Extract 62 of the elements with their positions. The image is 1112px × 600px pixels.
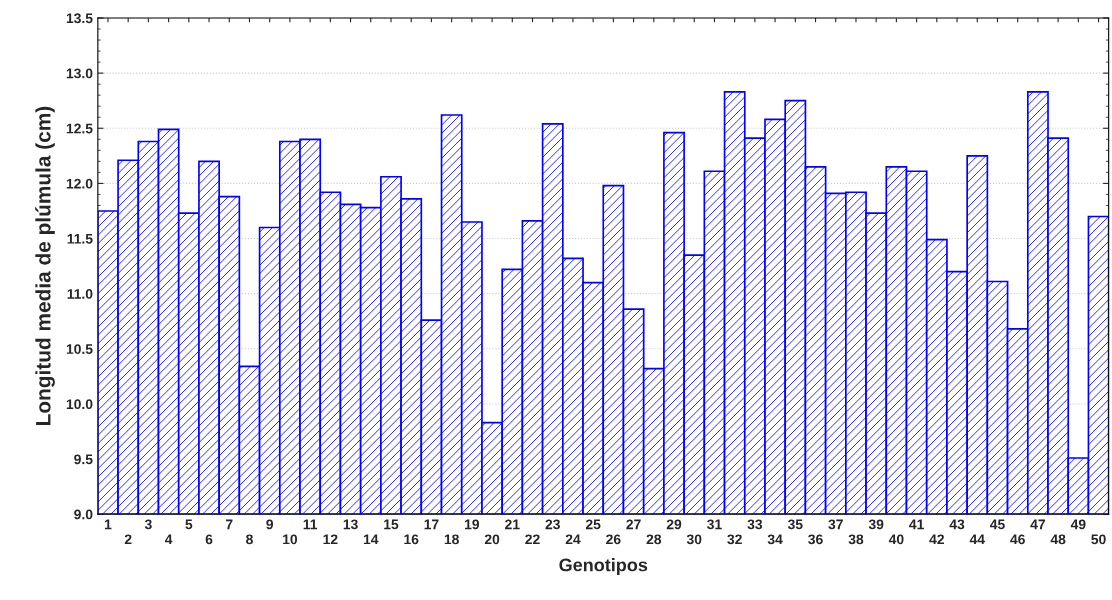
x-tick-label: 32	[727, 534, 742, 545]
y-tick-label: 9.0	[74, 509, 93, 520]
x-tick-label: 46	[1010, 534, 1025, 545]
x-tick-label: 23	[545, 519, 560, 530]
x-tick-label: 17	[424, 519, 439, 530]
x-tick-label: 20	[484, 534, 500, 545]
x-tick-label: 22	[525, 534, 540, 545]
y-tick-label: 9.5	[74, 454, 93, 465]
x-tick-label: 10	[283, 534, 298, 545]
y-tick-label: 10.5	[66, 344, 93, 354]
y-axis-title: Longitud media de plúmula (cm)	[35, 106, 55, 425]
y-tick-label: 13.0	[66, 68, 93, 79]
x-tick-label: 3	[144, 519, 152, 530]
x-tick-label: 11	[303, 519, 318, 530]
x-tick-label: 5	[185, 519, 193, 530]
x-tick-label: 41	[909, 519, 924, 530]
x-tick-label: 31	[707, 519, 722, 530]
y-tick-label: 12.0	[66, 178, 93, 189]
y-tick-label: 11.5	[67, 234, 93, 244]
x-tick-label: 27	[626, 519, 641, 530]
x-tick-label: 29	[666, 519, 682, 530]
x-tick-label: 44	[969, 534, 985, 545]
x-tick-label: 48	[1050, 534, 1066, 545]
x-tick-label: 18	[444, 534, 459, 545]
x-tick-label: 37	[828, 519, 843, 530]
x-tick-label: 19	[465, 519, 480, 530]
y-tick-label: 11.0	[67, 289, 93, 299]
x-tick-label: 35	[787, 519, 803, 530]
x-tick-label: 26	[606, 534, 621, 545]
x-tick-label: 30	[686, 534, 702, 545]
x-tick-label: 7	[226, 519, 233, 530]
x-tick-label: 24	[565, 534, 581, 545]
x-tick-label: 9	[266, 519, 274, 530]
x-tick-label: 14	[363, 534, 379, 545]
x-tick-label: 16	[404, 534, 419, 545]
x-tick-label: 12	[323, 534, 338, 545]
x-tick-label: 28	[646, 534, 662, 545]
x-tick-label: 50	[1091, 534, 1106, 545]
x-tick-label: 38	[848, 534, 864, 545]
x-tick-label: 40	[888, 534, 904, 545]
x-tick-label: 43	[949, 519, 965, 530]
y-tick-label: 12.5	[66, 123, 93, 134]
x-tick-label: 47	[1030, 519, 1046, 530]
x-tick-label: 4	[164, 534, 173, 545]
y-tick-label: 10.0	[66, 399, 93, 410]
x-tick-label: 2	[124, 534, 132, 545]
x-tick-label: 34	[767, 534, 783, 545]
x-tick-label: 21	[505, 519, 520, 530]
x-tick-label: 49	[1070, 519, 1086, 530]
x-tick-label: 25	[585, 519, 601, 530]
x-tick-label: 8	[246, 534, 253, 545]
x-tick-label: 39	[868, 519, 884, 530]
x-tick-label: 45	[989, 519, 1005, 530]
x-tick-label: 6	[205, 534, 213, 545]
x-axis-title: Genotipos	[559, 558, 648, 575]
x-tick-label: 13	[343, 519, 358, 530]
x-tick-label: 36	[808, 534, 823, 545]
y-tick-label: 13.5	[66, 13, 93, 24]
x-tick-label: 1	[104, 519, 112, 530]
x-tick-label: 33	[747, 519, 763, 530]
x-tick-label: 15	[384, 519, 399, 530]
x-tick-label: 42	[929, 534, 944, 545]
